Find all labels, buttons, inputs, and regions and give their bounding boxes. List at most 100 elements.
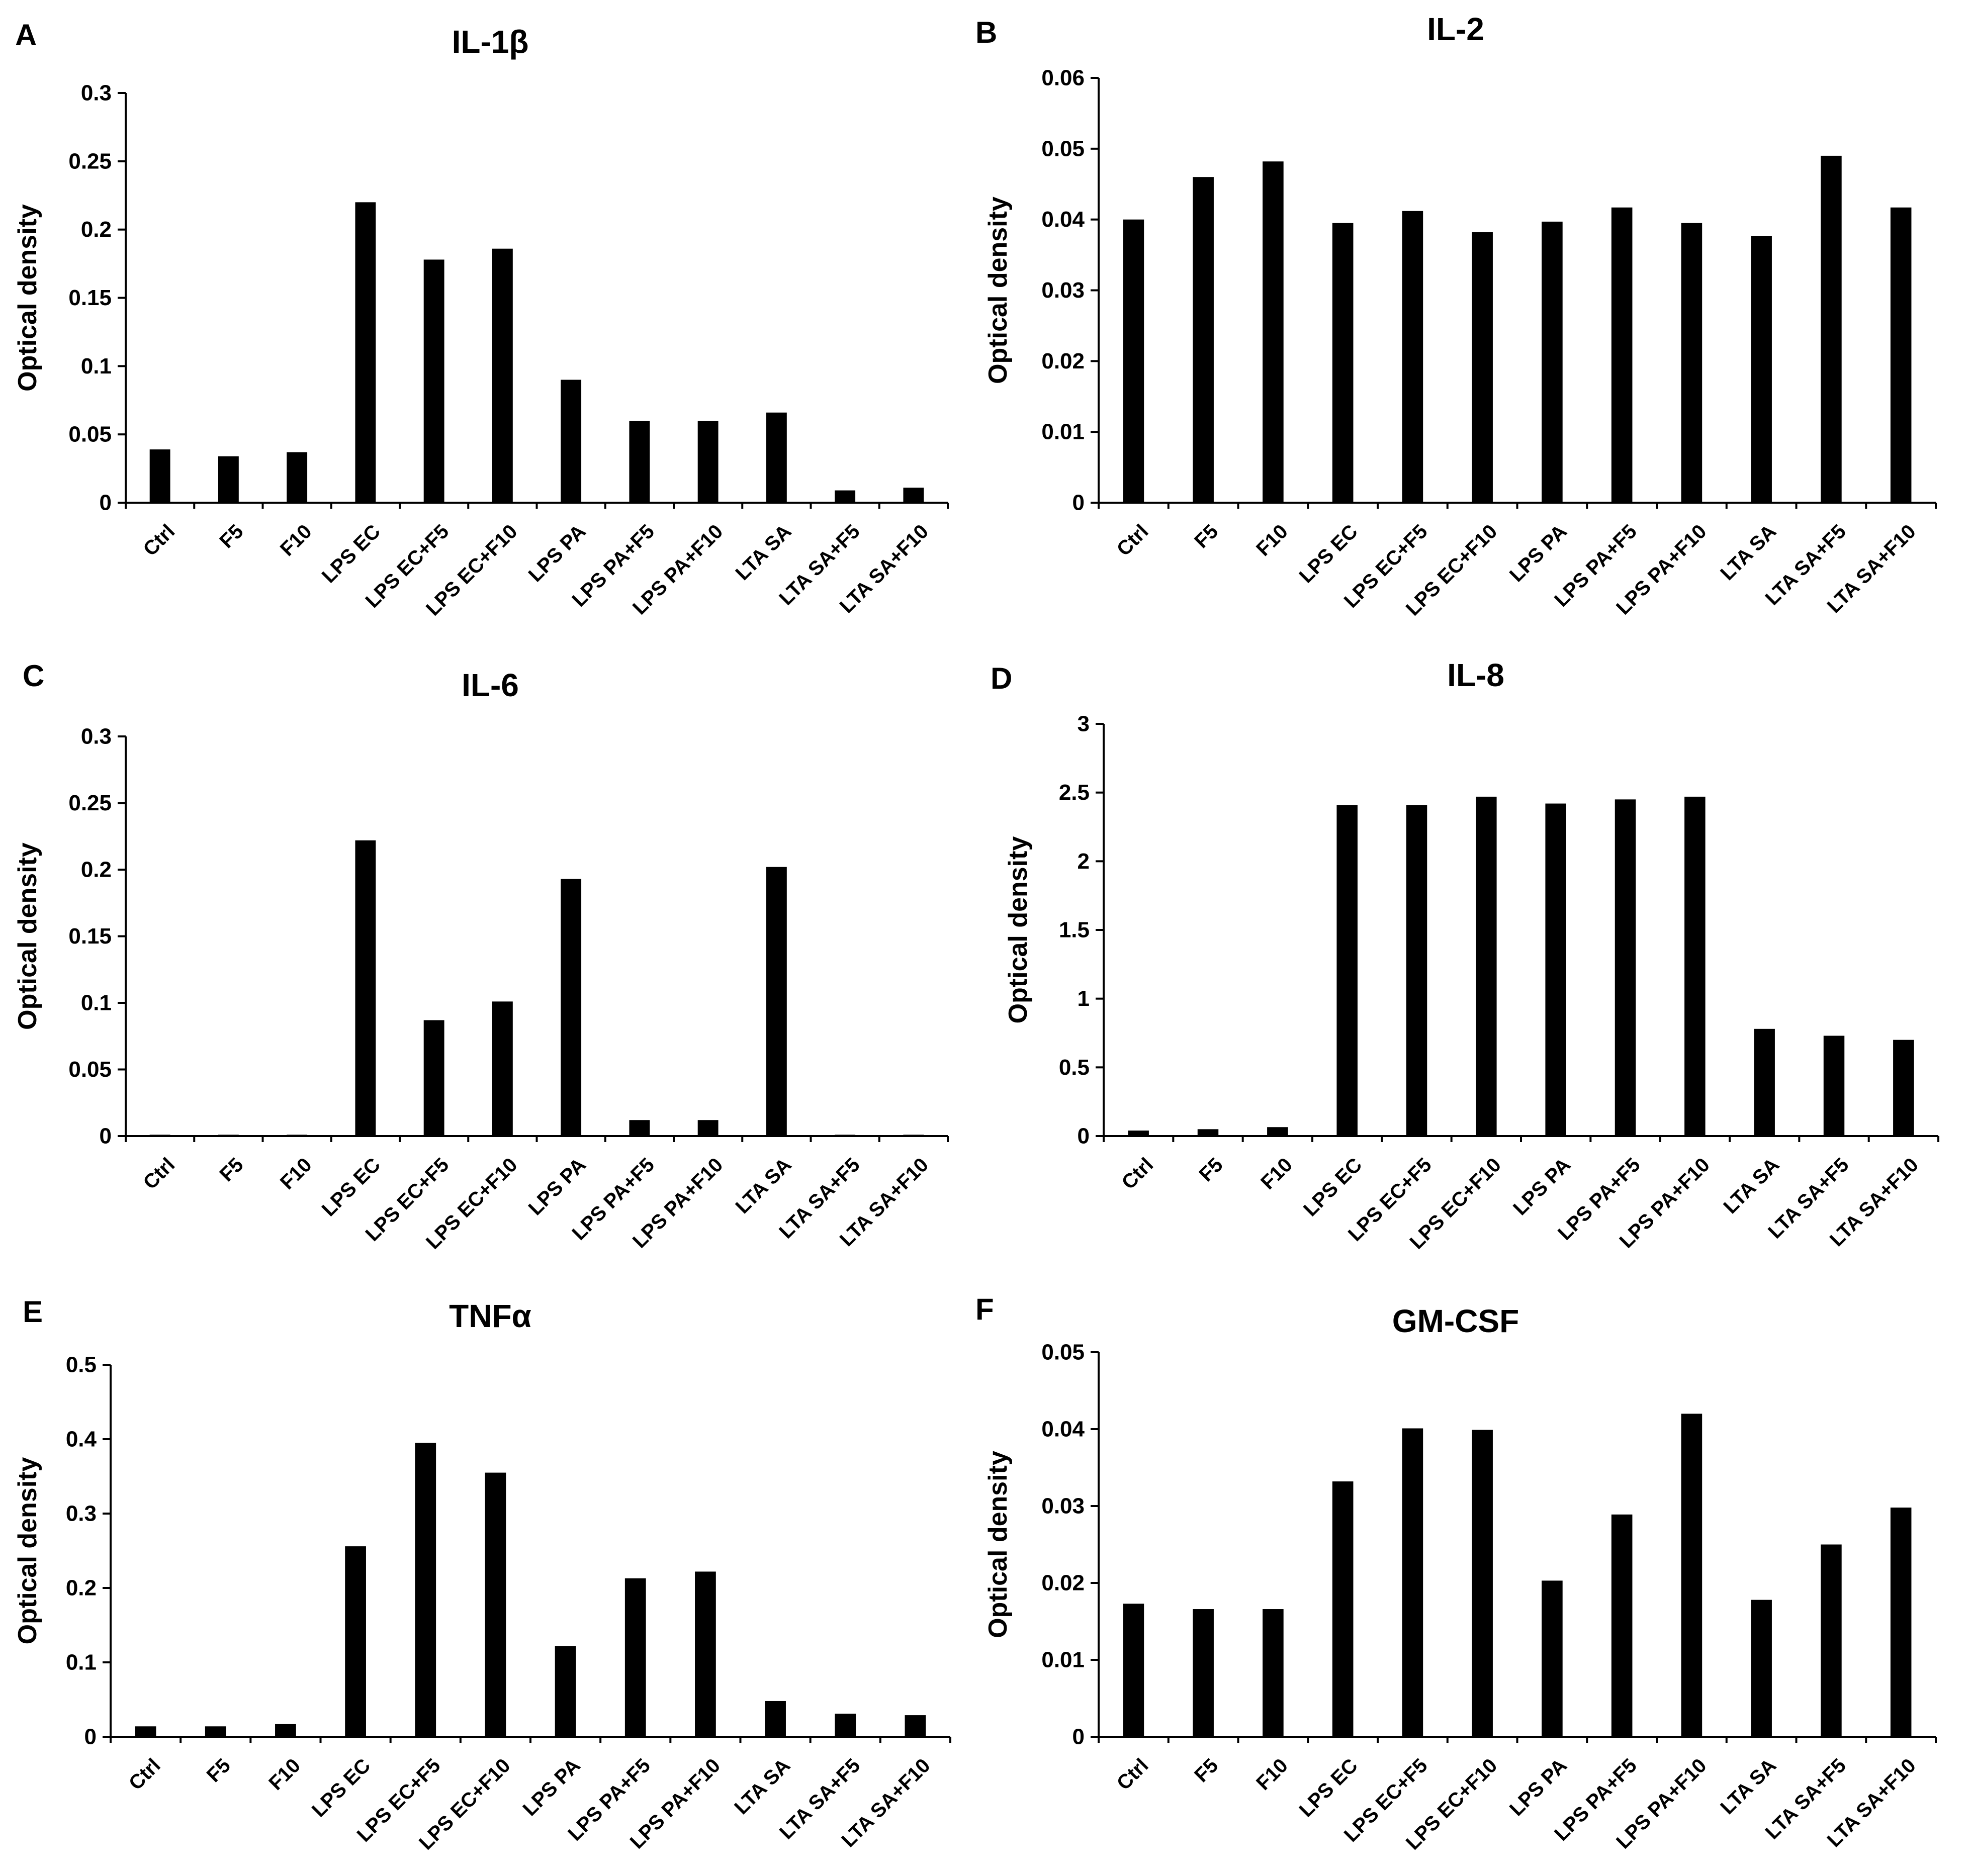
y-axis-label: Optical density	[983, 1451, 1013, 1638]
bar	[1263, 1609, 1284, 1737]
x-tick-label: LPS EC	[318, 520, 385, 587]
bar	[835, 490, 856, 503]
bar	[1821, 155, 1842, 503]
y-tick-label: 0.05	[1041, 136, 1085, 161]
y-axis-label: Optical density	[1004, 836, 1033, 1024]
y-tick-label: 0.3	[81, 724, 112, 749]
y-tick-label: 0.03	[1041, 1494, 1085, 1519]
bar	[1197, 1129, 1219, 1136]
y-tick-label: 0.15	[68, 924, 112, 949]
bar	[355, 202, 376, 503]
bar	[903, 1135, 924, 1136]
y-axis-label: Optical density	[13, 842, 42, 1030]
panel-a: A IL-1β Optical density 0 0.05 0.1 0.15 0.2 0.25…	[13, 18, 949, 620]
bar	[1754, 1028, 1775, 1136]
bar	[1123, 219, 1144, 503]
panel-letter: A	[15, 18, 37, 52]
panel-letter: C	[23, 659, 44, 693]
x-tick-label: LPS EC	[1295, 520, 1362, 587]
x-tick-label: LPS EC	[318, 1154, 385, 1221]
bar	[1267, 1127, 1288, 1136]
bar	[492, 1001, 513, 1136]
bar	[275, 1724, 296, 1737]
chart-title: IL-2	[1427, 11, 1484, 47]
x-tick-label: LTA SA	[730, 1754, 794, 1819]
bar	[697, 1120, 719, 1136]
panel-letter: B	[975, 16, 997, 49]
x-tick-label: Ctrl	[125, 1754, 165, 1795]
bar	[423, 1020, 444, 1136]
bar	[1681, 1414, 1703, 1737]
bar	[218, 456, 239, 503]
bar	[1402, 211, 1423, 503]
bar	[345, 1546, 366, 1737]
y-tick-label: 0.3	[66, 1502, 97, 1526]
bar	[1263, 161, 1284, 503]
bar	[1472, 232, 1493, 503]
x-tick-label: F10	[276, 520, 316, 560]
y-tick-label: 0	[100, 1124, 112, 1149]
x-tick-label: F10	[1252, 520, 1292, 560]
chart-title: GM-CSF	[1392, 1303, 1519, 1339]
bar	[1542, 221, 1563, 503]
y-tick-label: 0.25	[68, 791, 112, 815]
bar	[1123, 1604, 1144, 1737]
y-tick-label: 2.5	[1059, 780, 1090, 805]
bar	[561, 879, 582, 1136]
panel-d: D IL-8 Optical density 0 0.5 1 1.5 2 2.5 3 Ctrl F5 F…	[991, 657, 1939, 1254]
y-tick-label: 0.5	[66, 1353, 97, 1377]
y-tick-label: 0.05	[68, 1057, 112, 1082]
chart-title: IL-1β	[452, 24, 529, 60]
y-tick-label: 0.2	[81, 217, 112, 242]
panel-letter: F	[975, 1292, 994, 1326]
y-tick-label: 1	[1078, 986, 1090, 1011]
x-tick-label: Ctrl	[139, 520, 179, 560]
panel-b: B IL-2 Optical density 0 0.01 0.02 0.03 0.04 0.0…	[975, 11, 1937, 620]
y-axis-label: Optical density	[983, 197, 1013, 384]
bar	[1545, 803, 1566, 1136]
y-tick-label: 0	[1072, 1725, 1085, 1749]
bar	[149, 1135, 170, 1136]
bar	[903, 488, 924, 503]
y-tick-label: 0.01	[1041, 1648, 1085, 1672]
y-tick-label: 0.02	[1041, 1571, 1085, 1596]
y-tick-label: 0.05	[1041, 1340, 1085, 1365]
panel-letter: E	[23, 1295, 43, 1329]
bar	[1611, 1514, 1633, 1737]
y-tick-label: 0.02	[1041, 349, 1085, 373]
y-tick-label: 0.5	[1059, 1055, 1090, 1080]
chart-title: IL-8	[1447, 657, 1504, 693]
bar	[835, 1135, 856, 1136]
x-tick-label: F5	[1190, 1754, 1222, 1787]
y-tick-label: 0.04	[1041, 207, 1085, 232]
bar	[629, 421, 650, 503]
x-tick-label: F10	[264, 1754, 305, 1795]
y-tick-label: 2	[1078, 849, 1090, 874]
x-tick-label: Ctrl	[1118, 1154, 1158, 1194]
y-tick-label: 0	[1078, 1124, 1090, 1149]
x-tick-label: LPS EC	[1295, 1754, 1362, 1821]
x-tick-label: LTA SA	[732, 1154, 796, 1218]
x-tick-label: Ctrl	[139, 1154, 179, 1194]
bar	[149, 449, 170, 503]
y-tick-label: 0	[1072, 491, 1085, 515]
bar	[1406, 805, 1427, 1136]
bar	[1472, 1430, 1493, 1737]
bar	[766, 867, 787, 1136]
y-tick-label: 0.04	[1041, 1417, 1085, 1442]
x-tick-label: LPS EC	[308, 1754, 375, 1821]
y-tick-label: 0.06	[1041, 66, 1085, 90]
bar	[629, 1120, 650, 1136]
y-tick-label: 0.4	[66, 1427, 97, 1452]
y-tick-label: 0.05	[68, 422, 112, 447]
bar	[205, 1726, 226, 1737]
x-tick-label: F5	[203, 1754, 235, 1787]
bar	[1402, 1428, 1423, 1737]
bar	[485, 1472, 506, 1737]
bar	[1684, 796, 1706, 1136]
x-tick-label: F10	[1252, 1754, 1292, 1795]
y-tick-label: 0.2	[81, 858, 112, 882]
panel-letter: D	[991, 662, 1012, 695]
y-tick-label: 0.01	[1041, 420, 1085, 444]
